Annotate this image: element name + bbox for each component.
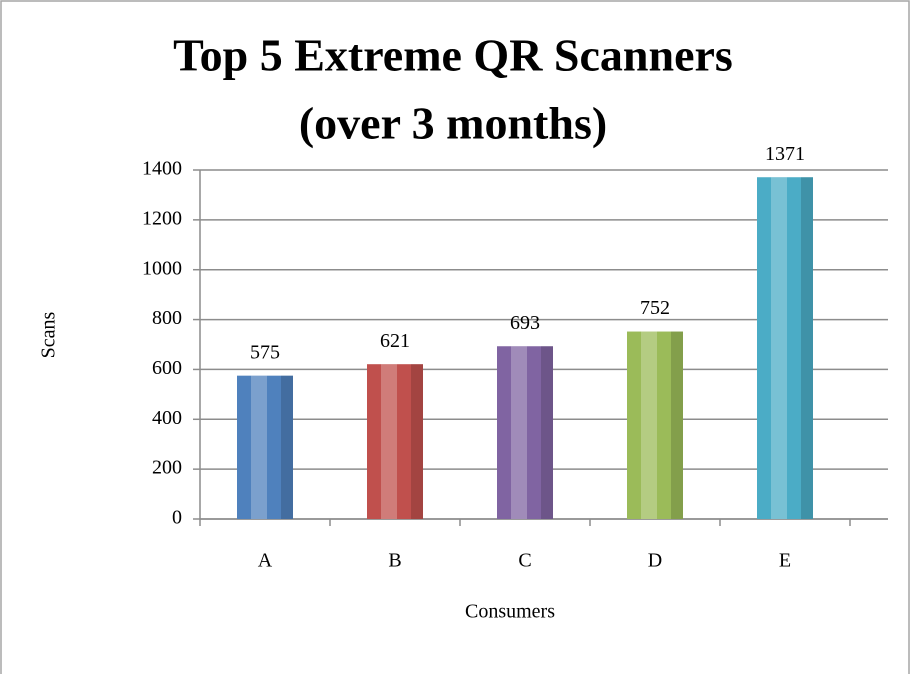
- bar-shine: [641, 331, 657, 519]
- y-tick-label: 1200: [142, 207, 182, 229]
- bar-shine: [771, 177, 787, 519]
- data-label: 693: [510, 312, 540, 334]
- bar-shade: [541, 346, 553, 519]
- y-tick-label: 200: [152, 457, 182, 479]
- bar-shade: [411, 364, 423, 519]
- x-tick-label: C: [518, 550, 531, 572]
- bar-shine: [511, 346, 527, 519]
- y-tick-label: 400: [152, 407, 182, 429]
- bar-shade: [671, 331, 683, 519]
- bar: [237, 375, 293, 519]
- x-tick-label: E: [779, 550, 791, 572]
- bar-shade: [281, 375, 293, 519]
- bar: [627, 331, 683, 519]
- bar-shade: [801, 177, 813, 519]
- x-tick-label: A: [258, 550, 273, 572]
- y-tick-label: 1400: [142, 158, 182, 180]
- data-label: 752: [640, 297, 670, 319]
- x-tick-label: B: [388, 550, 401, 572]
- chart-title: (over 3 months): [299, 98, 607, 149]
- bar-shine: [381, 364, 397, 519]
- bar-shine: [251, 375, 267, 519]
- y-tick-label: 0: [172, 507, 182, 529]
- y-axis-label: Scans: [38, 311, 60, 358]
- y-tick-label: 800: [152, 307, 182, 329]
- y-tick-label: 1000: [142, 257, 182, 279]
- chart-title: Top 5 Extreme QR Scanners: [173, 30, 733, 81]
- x-tick-label: D: [648, 550, 662, 572]
- y-tick-label: 600: [152, 357, 182, 379]
- x-axis-label: Consumers: [465, 601, 555, 623]
- bar: [497, 346, 553, 519]
- bar: [367, 364, 423, 519]
- data-label: 575: [250, 341, 280, 363]
- bar: [757, 177, 813, 519]
- data-label: 621: [380, 330, 410, 352]
- data-label: 1371: [765, 143, 805, 165]
